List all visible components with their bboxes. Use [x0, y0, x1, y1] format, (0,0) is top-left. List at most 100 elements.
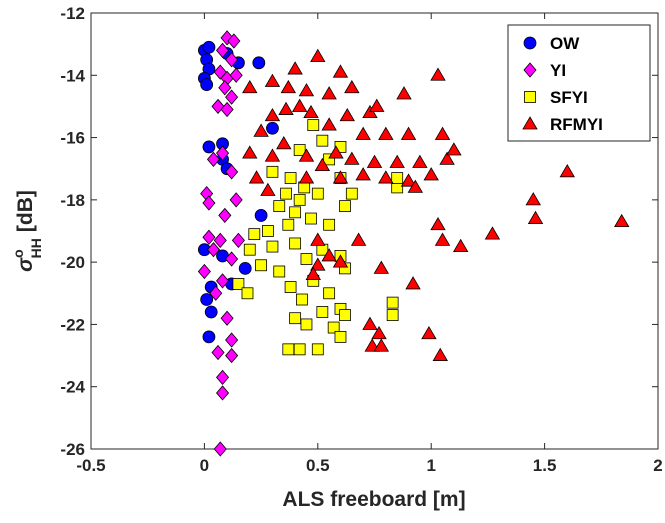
point [220, 101, 234, 118]
point [242, 145, 258, 159]
point [339, 200, 351, 212]
x-axis-label: ALS freeboard [m] [282, 488, 465, 511]
point [213, 441, 227, 457]
point [216, 385, 230, 401]
point [218, 207, 232, 224]
point [225, 251, 239, 267]
point [369, 98, 385, 112]
point [371, 325, 387, 340]
point [213, 232, 227, 248]
point [289, 206, 302, 219]
point [232, 278, 245, 290]
point [525, 192, 541, 206]
point [254, 209, 268, 222]
point [298, 148, 315, 162]
point [412, 154, 428, 168]
point [298, 83, 315, 97]
legend-marker [523, 62, 537, 78]
point [321, 117, 337, 131]
y-tick-label: -12 [60, 4, 85, 23]
point [209, 285, 223, 301]
point [206, 151, 220, 167]
point [446, 142, 462, 156]
x-tick-label: 2 [653, 456, 662, 475]
point [298, 181, 311, 194]
point [211, 344, 225, 361]
legend-label: RFMYI [550, 115, 603, 134]
point [439, 151, 455, 165]
point [434, 232, 451, 246]
point [400, 126, 417, 140]
point [293, 144, 306, 156]
point [339, 107, 355, 122]
point [307, 119, 320, 132]
point [355, 167, 371, 181]
point [266, 165, 279, 178]
point [396, 86, 412, 100]
point [452, 238, 469, 252]
point [323, 287, 336, 300]
point [248, 170, 265, 184]
point [280, 79, 297, 94]
point [373, 338, 390, 352]
point [405, 276, 421, 290]
point [242, 79, 258, 94]
point [400, 173, 417, 187]
point [527, 210, 544, 224]
point [373, 260, 390, 274]
y-tick-label: -26 [60, 440, 85, 459]
y-tick-label: -16 [60, 129, 85, 148]
point [305, 266, 321, 281]
point [206, 242, 220, 258]
point [378, 126, 394, 140]
point [220, 310, 234, 326]
point [293, 193, 306, 206]
point [310, 48, 326, 62]
point [248, 228, 261, 241]
legend-label: SFYI [550, 88, 588, 107]
point [278, 101, 294, 115]
legend-marker [524, 91, 536, 103]
point [316, 306, 329, 318]
point [227, 33, 241, 49]
point [289, 312, 302, 325]
point [216, 369, 230, 385]
point [386, 309, 399, 321]
point [305, 212, 317, 225]
point [323, 153, 336, 166]
point [204, 305, 218, 319]
point [229, 67, 243, 83]
point [296, 293, 308, 306]
point [202, 40, 216, 54]
point [225, 89, 239, 105]
x-tick-label: 0 [200, 456, 209, 475]
y-tick-label: -22 [60, 315, 85, 334]
point [328, 145, 344, 159]
point [303, 104, 319, 119]
point [310, 232, 326, 246]
point [362, 316, 378, 330]
point [423, 167, 439, 181]
legend-label: OW [550, 34, 580, 53]
point [264, 148, 281, 162]
point [321, 86, 337, 100]
point [300, 253, 313, 265]
point [334, 330, 347, 343]
y-tick-label: -24 [60, 378, 85, 397]
point [255, 259, 268, 272]
point [280, 187, 292, 200]
y-label-sup: o [10, 249, 26, 258]
point [284, 172, 297, 184]
point [310, 257, 326, 271]
x-tick-label: 1 [426, 456, 435, 475]
point [289, 237, 302, 250]
point [225, 52, 239, 68]
point [200, 293, 214, 306]
point [344, 151, 360, 165]
point [327, 321, 340, 334]
point [273, 200, 286, 212]
point [378, 170, 394, 184]
point [386, 296, 399, 309]
point [276, 136, 292, 150]
